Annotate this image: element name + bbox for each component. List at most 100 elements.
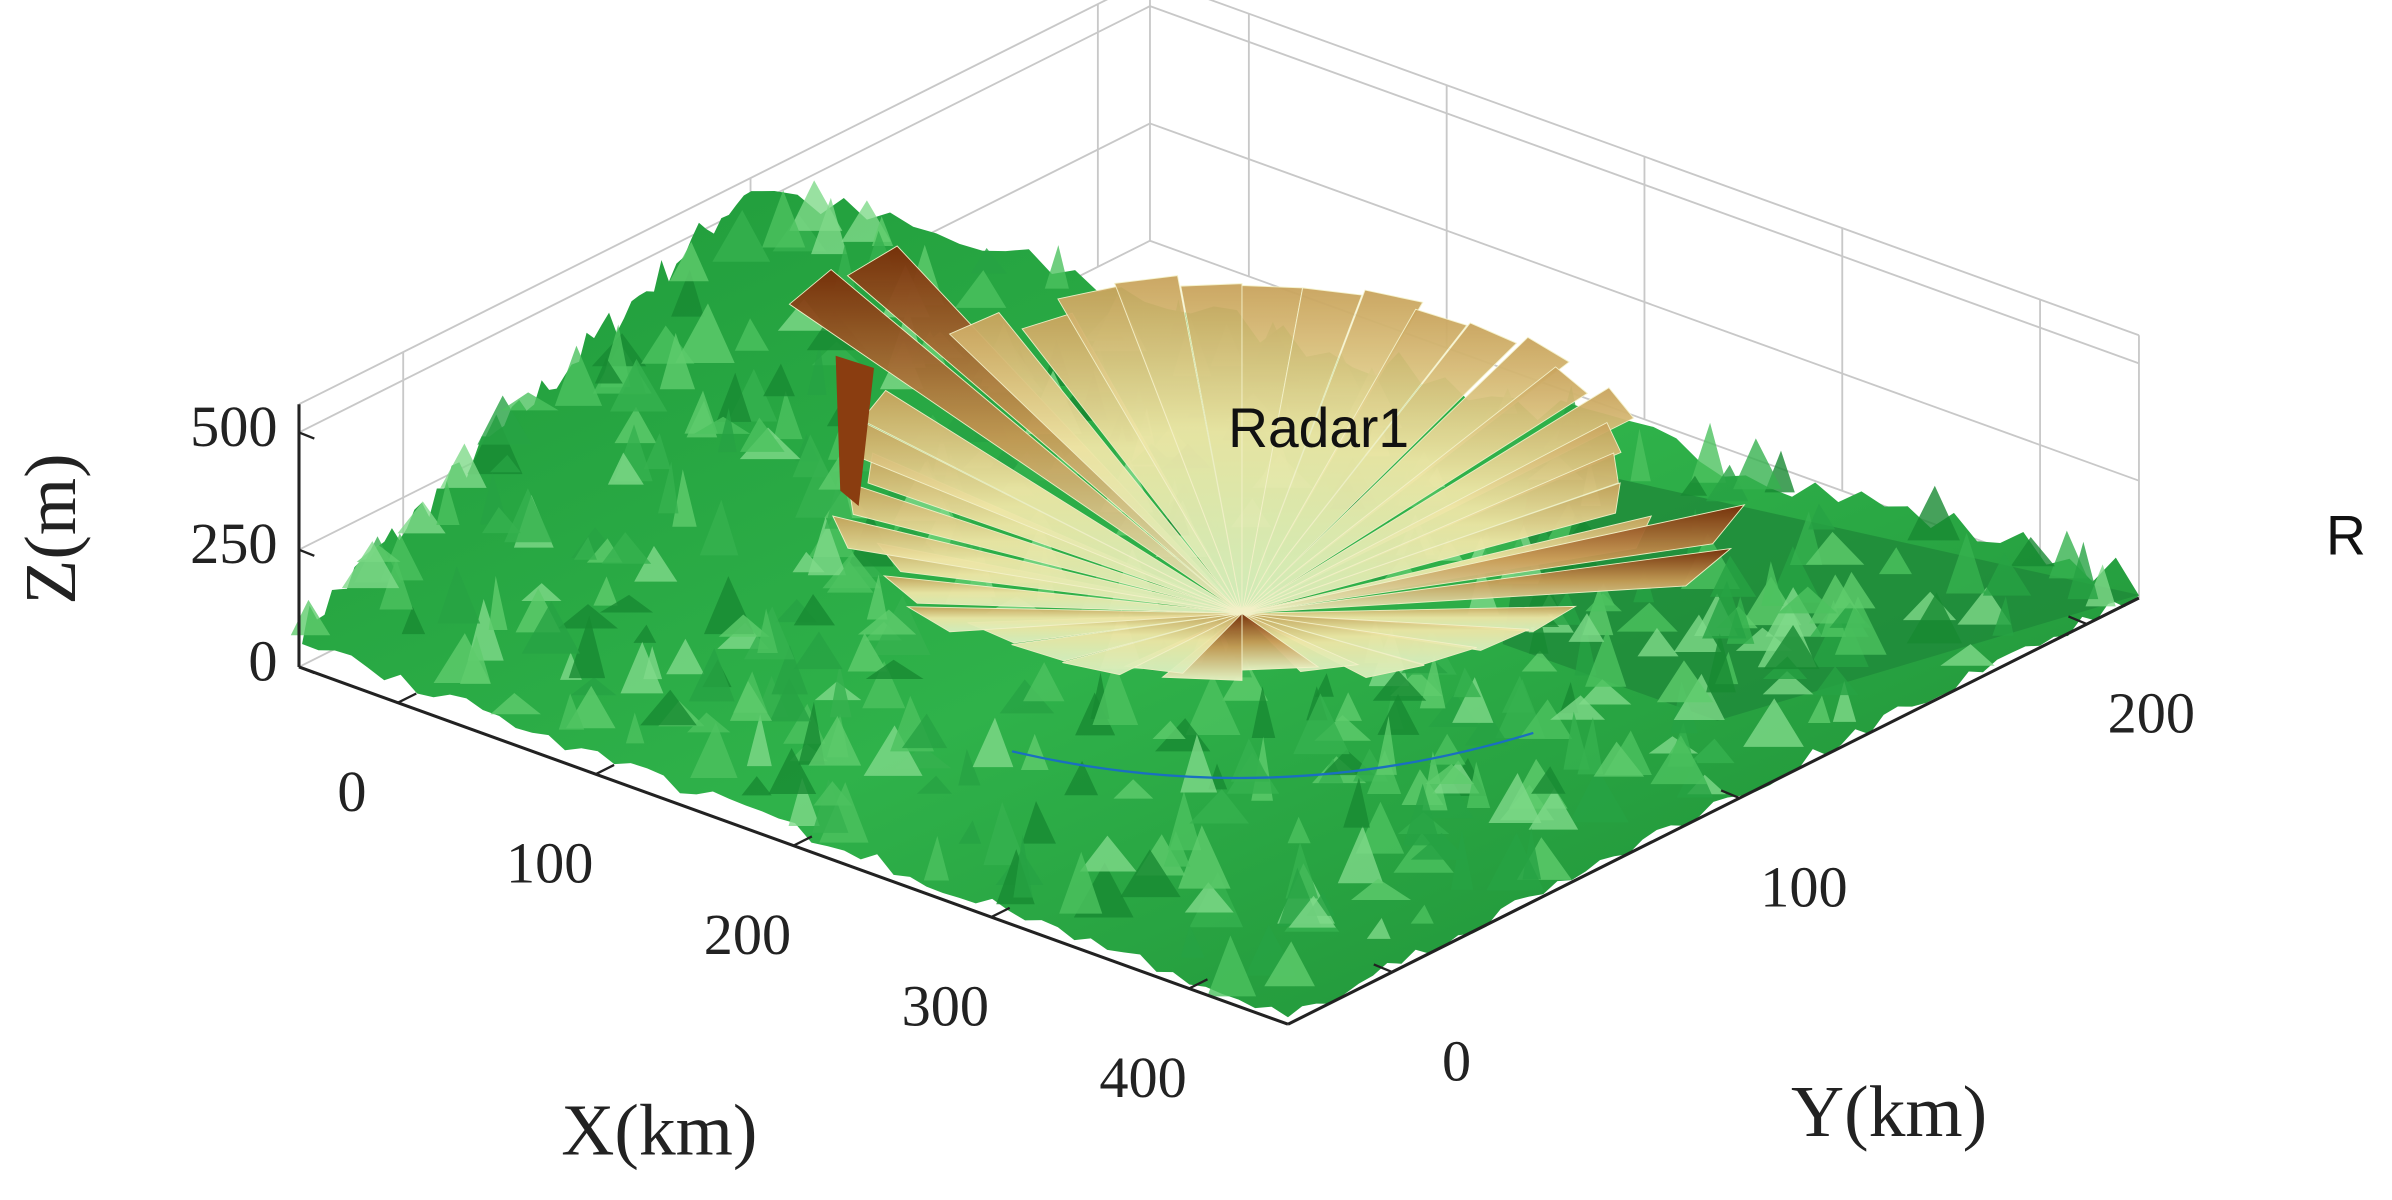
terrain-peak	[490, 692, 541, 715]
terrain-peak	[1528, 609, 1549, 654]
terrain-peak	[1488, 772, 1542, 824]
terrain-peak	[688, 648, 735, 702]
radar-wedge	[1241, 322, 1518, 614]
terrain-peak	[433, 633, 491, 684]
x-tick	[397, 692, 417, 704]
terrain-peak	[1425, 763, 1475, 785]
terrain-peak	[1251, 686, 1276, 738]
terrain-peak	[1120, 849, 1181, 898]
terrain-peak	[643, 646, 663, 680]
terrain-peak	[1940, 644, 1995, 666]
terrain-peak	[1808, 503, 1836, 530]
terrain-peak	[958, 748, 981, 786]
radar-wedge	[1241, 547, 1733, 614]
terrain-peak	[811, 341, 862, 366]
terrain-peak	[401, 606, 426, 635]
terrain-peak	[1022, 801, 1056, 844]
z-tick-label: 500	[190, 394, 277, 459]
terrain-peak	[1376, 716, 1397, 775]
y-tick	[1373, 963, 1393, 974]
terrain-peak	[1761, 561, 1784, 606]
terrain-peak	[1152, 720, 1186, 740]
terrain-peak	[762, 190, 806, 248]
terrain-peak	[793, 631, 843, 670]
terrain-peak	[1013, 834, 1033, 898]
annotation: Radar1	[1228, 397, 1409, 459]
terrain-peak	[1222, 659, 1269, 701]
terrain-peak	[437, 566, 481, 624]
terrain-peak	[397, 501, 446, 534]
coverage-boundary	[1011, 731, 1534, 780]
terrain-peak	[1163, 830, 1191, 867]
terrain-peak	[1064, 760, 1099, 796]
terrain-peak	[807, 343, 827, 396]
z-tick-label: 0	[248, 628, 277, 693]
x-tick	[1188, 978, 1208, 990]
terrain-peak	[1113, 779, 1154, 799]
axes: 0 100 200 300 400 0 100 200 0 250 500	[190, 394, 2195, 1110]
terrain-peak	[1907, 485, 1960, 541]
terrain-peak	[1044, 245, 1069, 289]
terrain-peak	[1207, 935, 1257, 997]
x-tick	[792, 835, 813, 847]
terrain-peak	[599, 594, 654, 613]
terrain-peak	[675, 303, 735, 363]
terrain-peak	[607, 452, 644, 485]
x-tick-label: 200	[704, 902, 791, 967]
terrain-peak	[573, 536, 597, 560]
terrain-peak	[1522, 827, 1541, 880]
radar-coverage	[788, 245, 1746, 681]
terrain-peak	[1293, 693, 1350, 755]
terrain-peak	[1178, 825, 1231, 889]
terrain-peak	[824, 470, 855, 529]
terrain-peak	[865, 659, 924, 680]
terrain-peak	[521, 601, 581, 654]
terrain-peak	[972, 717, 1014, 768]
terrain-peak	[718, 614, 770, 637]
x-tick-label: 0	[337, 759, 366, 824]
terrain-peak	[763, 363, 795, 397]
terrain-peak	[1531, 766, 1566, 794]
terrain-peak	[768, 748, 817, 794]
terrain-peak	[601, 532, 652, 564]
terrain-peak	[771, 645, 808, 695]
terrain-peak	[1957, 587, 2012, 625]
y-axis	[1287, 596, 2140, 1026]
terrain-peak	[1059, 851, 1103, 914]
terrain-peak	[1466, 761, 1491, 808]
z-tick	[298, 548, 315, 557]
terrain-peak	[970, 248, 1007, 274]
terrain-peak	[792, 551, 825, 573]
terrain-peak	[757, 608, 778, 653]
terrain-peak	[1706, 633, 1736, 693]
terrain-peak	[807, 516, 847, 576]
radar-wedge	[788, 268, 1243, 614]
terrain-peak	[1287, 816, 1311, 844]
x-tick	[990, 906, 1011, 919]
terrain-peak	[1578, 679, 1632, 705]
terrain-peak	[1832, 681, 1857, 722]
terrain-peak	[477, 395, 533, 445]
terrain-peak	[1518, 699, 1573, 740]
terrain-peak	[1585, 629, 1627, 687]
terrain-peak	[1079, 835, 1137, 872]
z-tick	[298, 665, 315, 675]
terrain-peak	[440, 443, 487, 488]
terrain-peak	[808, 716, 862, 766]
terrain-peak	[1288, 895, 1336, 928]
terrain-peak	[614, 406, 657, 444]
terrain-peak	[1366, 917, 1391, 939]
terrain-peak	[558, 693, 585, 730]
terrain-peak	[1650, 735, 1708, 785]
terrain-peak	[1410, 832, 1468, 860]
y-tick	[2068, 615, 2088, 626]
terrain-peak	[1616, 602, 1678, 632]
x-tick	[595, 763, 615, 776]
terrain-peak	[811, 197, 847, 255]
terrain-peak	[521, 583, 562, 601]
terrain-peak	[488, 575, 508, 631]
terrain-peak	[923, 835, 950, 881]
terrain-peak	[1521, 650, 1558, 672]
terrain-peak	[1680, 475, 1708, 496]
terrain-peak	[1184, 882, 1234, 913]
